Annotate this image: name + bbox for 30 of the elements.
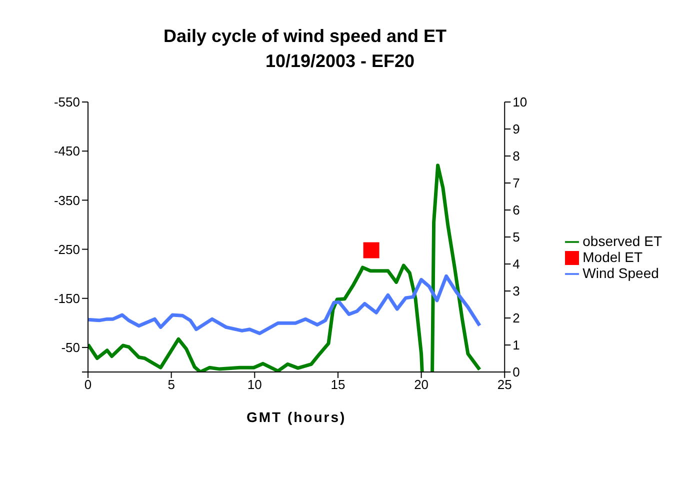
y2-tick-label: 6 [512, 202, 520, 218]
x-tick-label: 5 [168, 377, 175, 392]
y2-tick-label: 1 [512, 338, 520, 353]
y2-tick-label: 3 [512, 284, 520, 299]
x-axis-title: GMT (hours) [246, 409, 346, 425]
y2-tick-label: 10 [512, 94, 528, 110]
legend-label: observed ET [582, 232, 662, 249]
chart-subtitle: 10/19/2003 - EF20 [264, 50, 416, 72]
y2-tick-label: 2 [512, 310, 520, 326]
y-tick-label: -250 [54, 242, 80, 257]
y-tick-label: -350 [54, 192, 80, 208]
line-series [88, 274, 482, 336]
y-tick-label: -150 [54, 290, 80, 306]
y2-tick-label: 5 [512, 230, 520, 245]
x-tick-label: 0 [84, 377, 92, 392]
legend-label: Wind Speed [582, 265, 659, 282]
y2-tick-label: 7 [512, 176, 520, 191]
y2-tick-label: 9 [512, 122, 520, 137]
y2-tick-label: 8 [512, 148, 520, 164]
y2-tick-label: 0 [512, 364, 520, 380]
x-tick-label: 20 [414, 377, 429, 392]
x-tick-label: 15 [330, 377, 346, 392]
x-tick-label: 10 [247, 377, 262, 392]
y2-tick-label: 4 [512, 256, 520, 272]
y-tick-label: -450 [54, 144, 80, 159]
y-tick-label: -550 [54, 94, 80, 110]
x-tick-label: 25 [497, 377, 512, 392]
chart-title: Daily cycle of wind speed and ET [162, 25, 448, 47]
legend-label: Model ET [582, 248, 643, 265]
y-tick-label: -50 [61, 340, 80, 356]
